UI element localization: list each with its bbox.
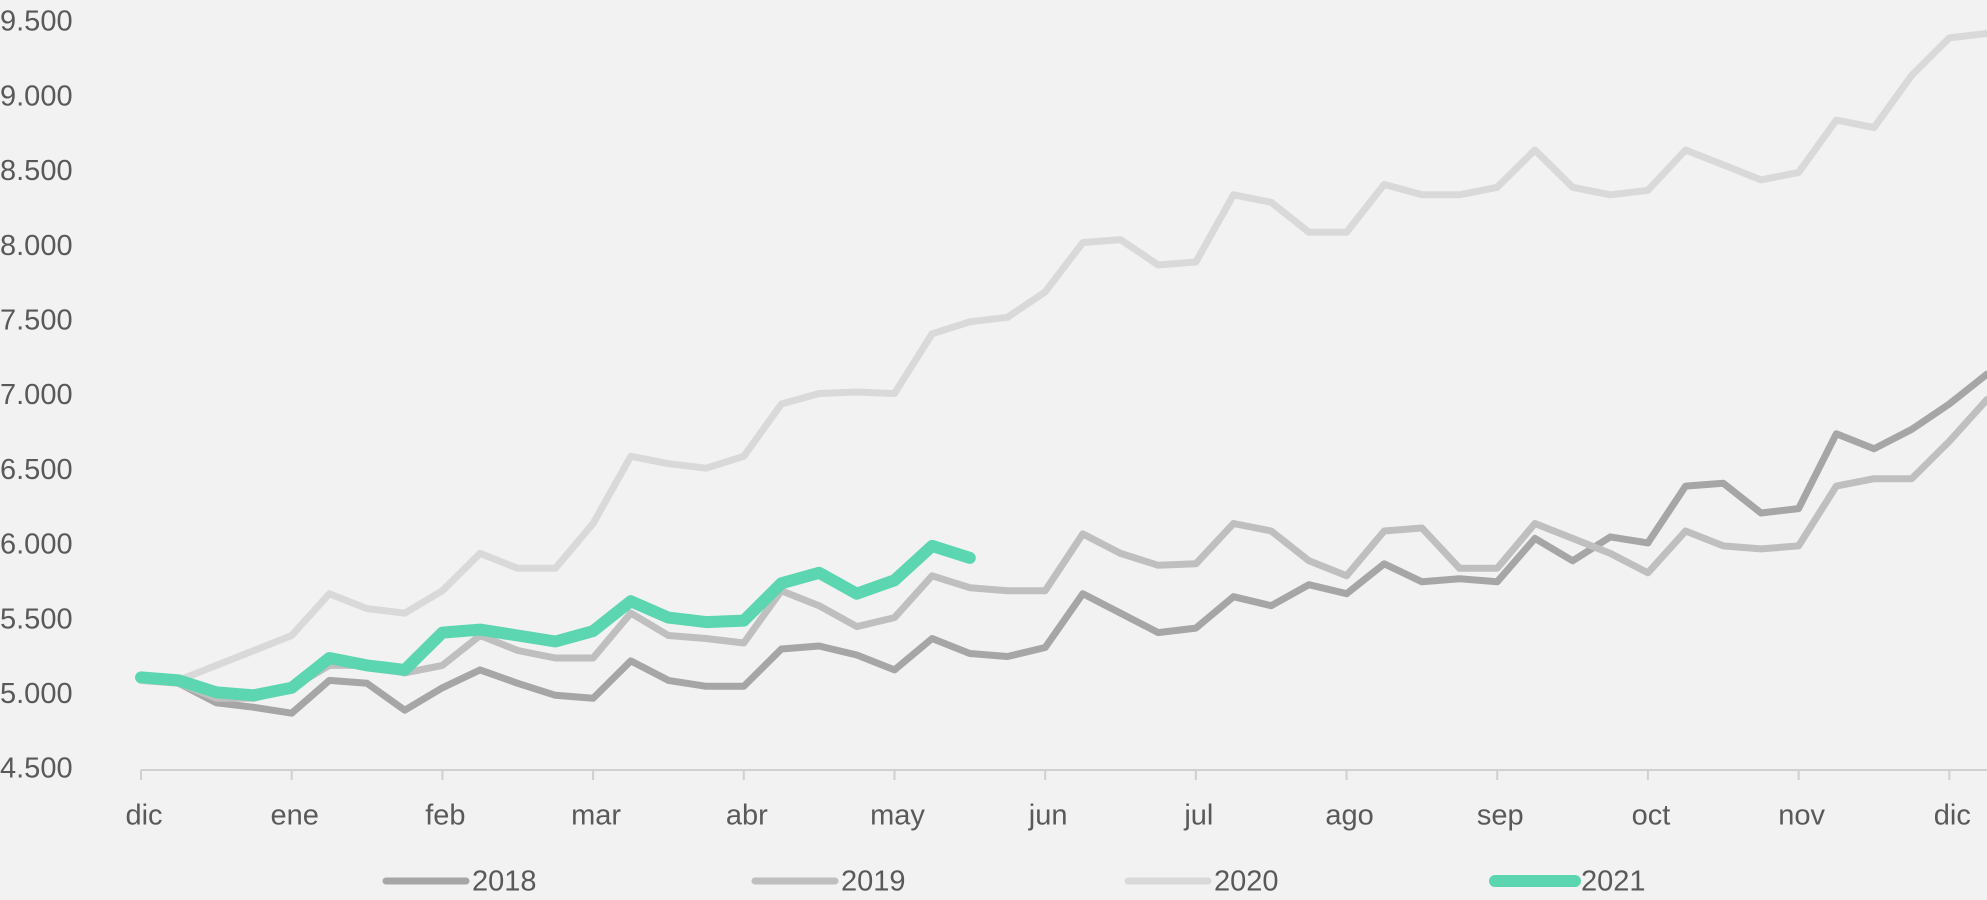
y-tick-label: 6.500 (0, 454, 73, 486)
series-line (137, 396, 1987, 702)
x-tick-label: oct (1632, 800, 1671, 832)
x-tick-label: may (870, 800, 925, 832)
y-tick-label: 7.000 (0, 379, 73, 411)
x-tick-label: abr (726, 800, 768, 832)
x-tick-label: mar (571, 800, 621, 832)
x-tick-label: jul (1183, 800, 1213, 832)
series-line (137, 370, 1987, 717)
x-tick-label: sep (1477, 800, 1524, 832)
series-line (135, 539, 976, 702)
x-tick-label: dic (1934, 800, 1971, 832)
y-tick-label: 6.000 (0, 529, 73, 561)
x-tick-label: ago (1325, 800, 1373, 832)
y-tick-label: 5.000 (0, 678, 73, 710)
y-tick-label: 5.500 (0, 603, 73, 635)
series-line (137, 30, 1987, 684)
y-tick-label: 8.500 (0, 155, 73, 187)
x-tick-label: nov (1778, 800, 1825, 832)
x-tick-label: dic (125, 800, 162, 832)
y-tick-label: 4.500 (0, 753, 73, 785)
x-tick-label: jun (1028, 800, 1068, 832)
y-tick-label: 9.000 (0, 80, 73, 112)
x-tick-label: feb (425, 800, 465, 832)
y-tick-label: 9.500 (0, 6, 73, 38)
y-tick-label: 7.500 (0, 304, 73, 336)
y-tick-label: 8.000 (0, 230, 73, 262)
legend-label: 2019 (841, 866, 906, 898)
x-tick-label: ene (270, 800, 318, 832)
legend-label: 2018 (472, 866, 537, 898)
legend-label: 2020 (1214, 866, 1279, 898)
legend-label: 2021 (1581, 866, 1646, 898)
